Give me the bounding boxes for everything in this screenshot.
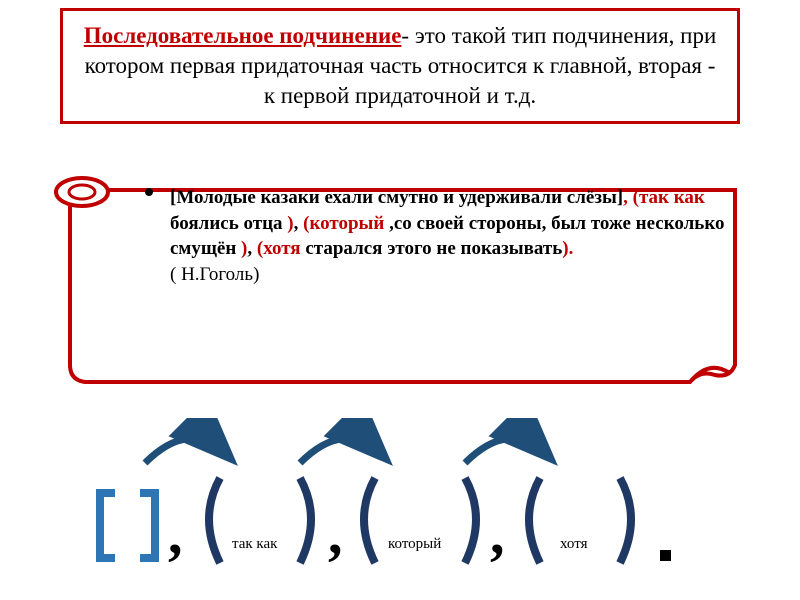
example-seg2: , (так как <box>623 187 705 208</box>
comma-2: , <box>328 500 343 567</box>
connective-3: хотя <box>560 536 588 553</box>
definition-box: Последовательное подчинение- это такой т… <box>60 8 740 124</box>
example-seg6: (который <box>303 213 384 234</box>
comma-1: , <box>168 500 183 567</box>
example-sentence: [Молодые казаки ехали смутно и удерживал… <box>170 185 730 288</box>
comma-3: , <box>490 500 505 567</box>
main-clause-bracket <box>100 493 155 558</box>
connective-1: так как <box>232 536 277 553</box>
arrow-1 <box>145 439 228 463</box>
example-seg5: , <box>294 213 304 234</box>
example-seg12: ). <box>562 238 573 259</box>
diagram-svg <box>90 418 730 588</box>
period-icon <box>660 550 671 561</box>
example-seg9: , <box>247 238 257 259</box>
example-seg11: старался этого не показывать <box>301 238 563 259</box>
example-seg1: [Молодые казаки ехали смутно и удерживал… <box>170 187 623 208</box>
subordination-diagram: так как который хотя , , , <box>90 418 730 588</box>
example-seg10: (хотя <box>257 238 301 259</box>
example-seg3: боялись отца <box>170 213 287 234</box>
bullet-icon <box>145 188 153 196</box>
connective-2: который <box>388 536 441 553</box>
example-author: ( Н.Гоголь) <box>170 264 259 285</box>
example-scroll: [Молодые казаки ехали смутно и удерживал… <box>50 180 750 380</box>
arrow-3 <box>465 439 548 463</box>
definition-term: Последовательное подчинение <box>84 23 402 48</box>
arrow-2 <box>300 439 383 463</box>
